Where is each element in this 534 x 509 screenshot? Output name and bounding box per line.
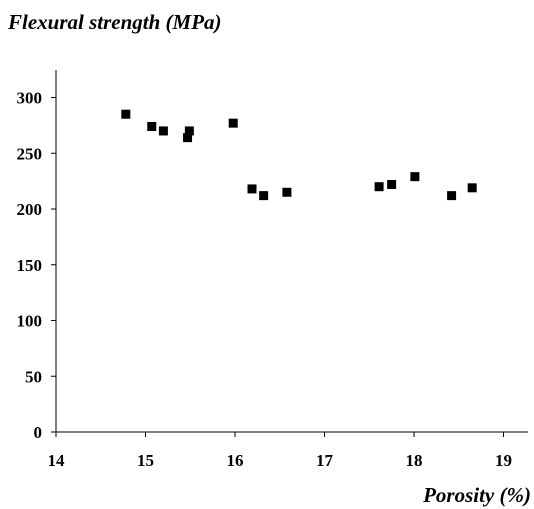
y-tick-label: 300 (17, 89, 43, 108)
x-tick-label: 15 (137, 451, 154, 470)
y-tick-label: 50 (25, 367, 42, 386)
data-point (467, 183, 477, 193)
data-point (183, 133, 193, 143)
data-point (158, 126, 168, 136)
x-axis-ticks: 14 15 16 17 18 19 (48, 432, 512, 470)
data-point (447, 191, 457, 201)
x-tick-label: 19 (495, 451, 512, 470)
x-axis-title: Porosity (%) (422, 483, 531, 507)
data-point (259, 191, 269, 201)
data-point (184, 126, 194, 136)
y-axis-ticks: 0 50 100 150 200 250 300 (17, 89, 56, 442)
x-tick-label: 17 (316, 451, 334, 470)
data-point (282, 187, 292, 197)
data-point (147, 121, 157, 131)
y-tick-label: 250 (17, 144, 43, 163)
y-tick-label: 0 (34, 423, 43, 442)
data-point (387, 179, 397, 189)
x-tick-label: 18 (406, 451, 423, 470)
y-axis-title: Flexural strength (MPa) (7, 10, 222, 34)
data-point (247, 184, 257, 194)
data-point (410, 172, 420, 182)
y-tick-label: 100 (17, 312, 43, 331)
y-tick-label: 150 (17, 256, 43, 275)
data-point (228, 118, 238, 128)
x-tick-label: 16 (227, 451, 244, 470)
y-tick-label: 200 (17, 200, 43, 219)
data-point (374, 182, 384, 192)
x-tick-label: 14 (48, 451, 66, 470)
data-point (121, 109, 131, 119)
data-points (121, 109, 477, 201)
